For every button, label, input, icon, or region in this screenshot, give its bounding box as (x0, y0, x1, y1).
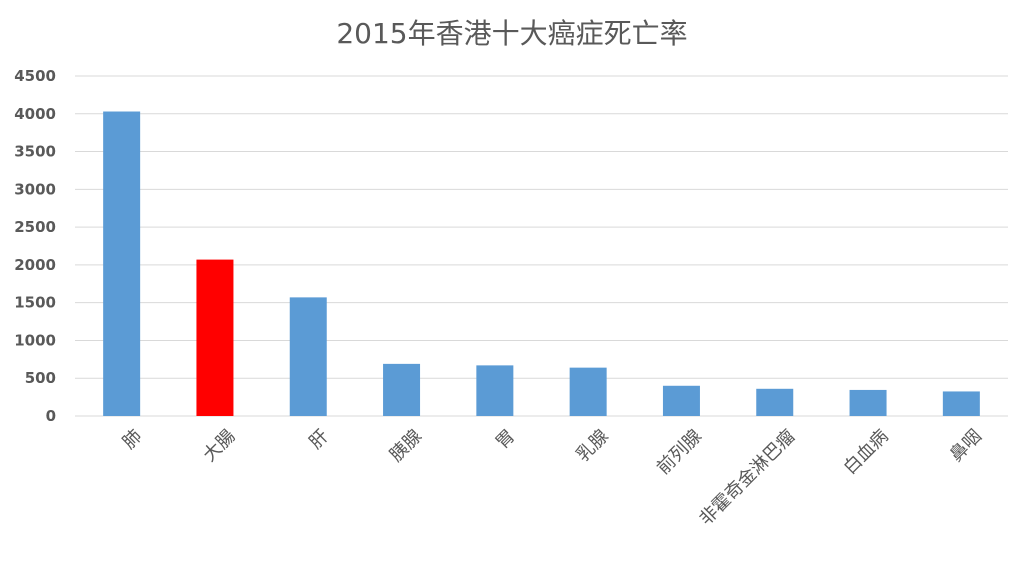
y-tick-label: 2500 (14, 218, 56, 236)
x-tick-label: 胃 (492, 426, 520, 454)
bar-8 (756, 388, 794, 416)
x-tick-label: 前列腺 (653, 426, 706, 479)
y-tick-label: 3500 (14, 143, 56, 161)
bar-7 (662, 385, 700, 416)
x-tick-label: 胰腺 (386, 426, 426, 466)
y-tick-label: 500 (25, 369, 56, 387)
x-tick-label: 非霍奇金淋巴瘤 (695, 426, 799, 530)
chart-title: 2015年香港十大癌症死亡率 (336, 17, 688, 50)
x-tick-label: 肺 (119, 426, 147, 454)
bar-3 (289, 297, 327, 416)
bars (103, 111, 980, 416)
bar-5 (476, 365, 514, 416)
bar-9 (849, 389, 887, 416)
bar-4 (383, 363, 421, 416)
x-tick-label: 鼻咽 (946, 426, 986, 466)
y-tick-label: 4000 (14, 105, 56, 123)
y-tick-label: 2000 (14, 256, 56, 274)
x-tick-label: 大腸 (199, 426, 239, 466)
y-tick-label: 0 (46, 407, 56, 425)
x-tick-label: 乳腺 (572, 426, 612, 466)
bar-10 (942, 391, 980, 416)
bar-2 (196, 259, 234, 416)
x-tick-label: 肝 (305, 426, 333, 454)
y-tick-label: 3000 (14, 180, 56, 198)
y-tick-label: 4500 (14, 67, 56, 85)
y-tick-label: 1500 (14, 294, 56, 312)
bar-1 (103, 111, 141, 416)
x-tick-label: 白血病 (840, 426, 893, 479)
y-axis-ticks: 0 500 1000 1500 2000 2500 3000 3500 4000 4500 (14, 67, 56, 425)
bar-6 (569, 367, 607, 416)
y-tick-label: 1000 (14, 331, 56, 349)
